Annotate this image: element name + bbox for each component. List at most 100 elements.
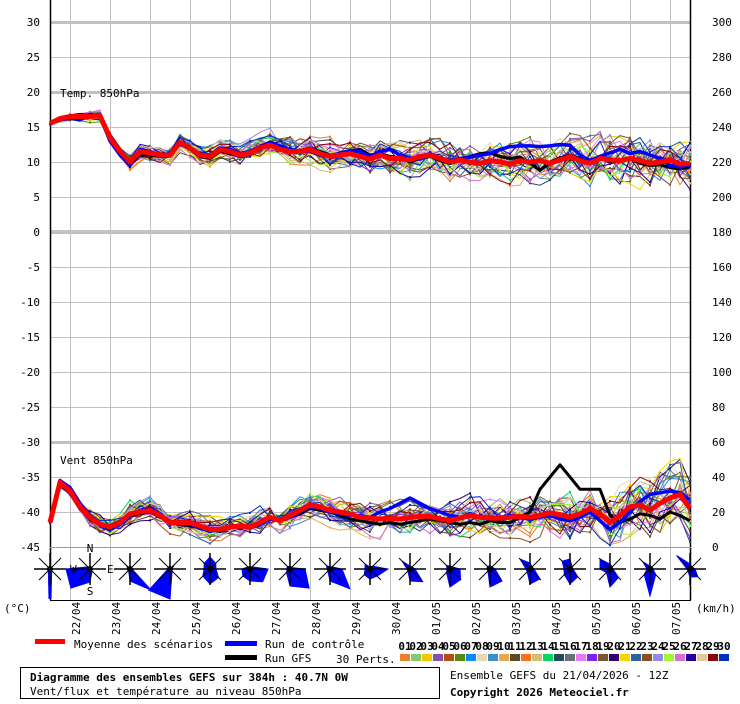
member-point bbox=[349, 508, 351, 511]
left-tick-label: -25 bbox=[20, 401, 40, 414]
member-point bbox=[389, 142, 391, 145]
wind-rose bbox=[314, 553, 351, 590]
x-tick-label: 04/05 bbox=[550, 602, 563, 635]
member-point bbox=[269, 136, 271, 139]
member-point bbox=[169, 515, 171, 518]
member-point bbox=[309, 494, 311, 497]
member-point bbox=[269, 505, 271, 508]
member-point bbox=[409, 151, 411, 154]
member-point bbox=[589, 521, 591, 524]
member-point bbox=[689, 160, 691, 163]
member-point bbox=[609, 162, 611, 165]
member-point bbox=[609, 149, 611, 152]
member-point bbox=[249, 511, 251, 514]
member-point bbox=[289, 145, 291, 148]
member-point bbox=[309, 142, 311, 145]
member-point bbox=[649, 487, 651, 490]
member-point bbox=[149, 501, 151, 504]
member-point bbox=[229, 139, 231, 142]
wind-rose bbox=[514, 553, 546, 585]
member-point bbox=[509, 526, 511, 529]
member-point bbox=[529, 519, 531, 522]
member-point bbox=[269, 138, 271, 141]
member-point bbox=[309, 495, 311, 498]
member-point bbox=[129, 167, 131, 170]
member-swatch bbox=[675, 654, 685, 661]
member-point bbox=[269, 523, 271, 526]
member-point bbox=[669, 501, 671, 504]
member-point bbox=[609, 508, 611, 511]
right-unit-label: (km/h) bbox=[696, 602, 736, 615]
member-point bbox=[689, 524, 691, 527]
member-number: 05 bbox=[442, 640, 455, 653]
member-point bbox=[49, 522, 51, 525]
member-point bbox=[429, 521, 431, 524]
member-point bbox=[609, 174, 611, 177]
member-point bbox=[609, 503, 611, 506]
member-point bbox=[409, 148, 411, 151]
x-tick-label: 03/05 bbox=[510, 602, 523, 635]
member-point bbox=[209, 533, 211, 536]
legend-control-swatch bbox=[225, 641, 257, 646]
member-point bbox=[349, 526, 351, 529]
member-point bbox=[309, 140, 311, 143]
member-point bbox=[249, 139, 251, 142]
right-tick-label: 220 bbox=[712, 156, 732, 169]
member-point bbox=[129, 506, 131, 509]
member-point bbox=[309, 155, 311, 158]
member-point bbox=[249, 155, 251, 158]
member-point bbox=[489, 164, 491, 167]
member-point bbox=[629, 483, 631, 486]
member-point bbox=[369, 144, 371, 147]
member-point bbox=[669, 145, 671, 148]
member-point bbox=[629, 141, 631, 144]
wind-rose bbox=[474, 553, 506, 588]
member-swatch bbox=[532, 654, 542, 661]
member-point bbox=[129, 155, 131, 158]
wind-rose bbox=[147, 553, 186, 600]
member-point bbox=[509, 529, 511, 532]
member-point bbox=[549, 501, 551, 504]
member-point bbox=[489, 174, 491, 177]
member-point bbox=[549, 149, 551, 152]
member-point bbox=[169, 525, 171, 528]
member-point bbox=[669, 469, 671, 472]
member-point bbox=[649, 168, 651, 171]
member-point bbox=[249, 531, 251, 534]
member-point bbox=[649, 516, 651, 519]
member-point bbox=[329, 158, 331, 161]
member-point bbox=[389, 519, 391, 522]
member-point bbox=[329, 168, 331, 171]
member-point bbox=[569, 150, 571, 153]
member-point bbox=[349, 140, 351, 143]
member-point bbox=[209, 535, 211, 538]
member-point bbox=[229, 530, 231, 533]
member-number: 20 bbox=[607, 640, 620, 653]
member-point bbox=[169, 162, 171, 165]
member-point bbox=[89, 523, 91, 526]
member-point bbox=[589, 173, 591, 176]
member-point bbox=[409, 529, 411, 532]
member-swatch bbox=[686, 654, 696, 661]
legend-mean-label: Moyenne des scénarios bbox=[74, 638, 213, 651]
member-point bbox=[469, 163, 471, 166]
member-point bbox=[509, 508, 511, 511]
wind-rose bbox=[34, 553, 66, 600]
member-point bbox=[629, 500, 631, 503]
member-point bbox=[609, 154, 611, 157]
member-number: 23 bbox=[640, 640, 653, 653]
member-point bbox=[409, 499, 411, 502]
member-point bbox=[529, 139, 531, 142]
member-point bbox=[389, 512, 391, 515]
member-point bbox=[369, 171, 371, 174]
member-point bbox=[609, 134, 611, 137]
member-point bbox=[289, 138, 291, 141]
member-point bbox=[109, 522, 111, 525]
member-point bbox=[449, 505, 451, 508]
member-point bbox=[369, 506, 371, 509]
member-point bbox=[409, 504, 411, 507]
member-point bbox=[489, 527, 491, 530]
member-number: 07 bbox=[464, 640, 477, 653]
right-tick-label: 200 bbox=[712, 191, 732, 204]
